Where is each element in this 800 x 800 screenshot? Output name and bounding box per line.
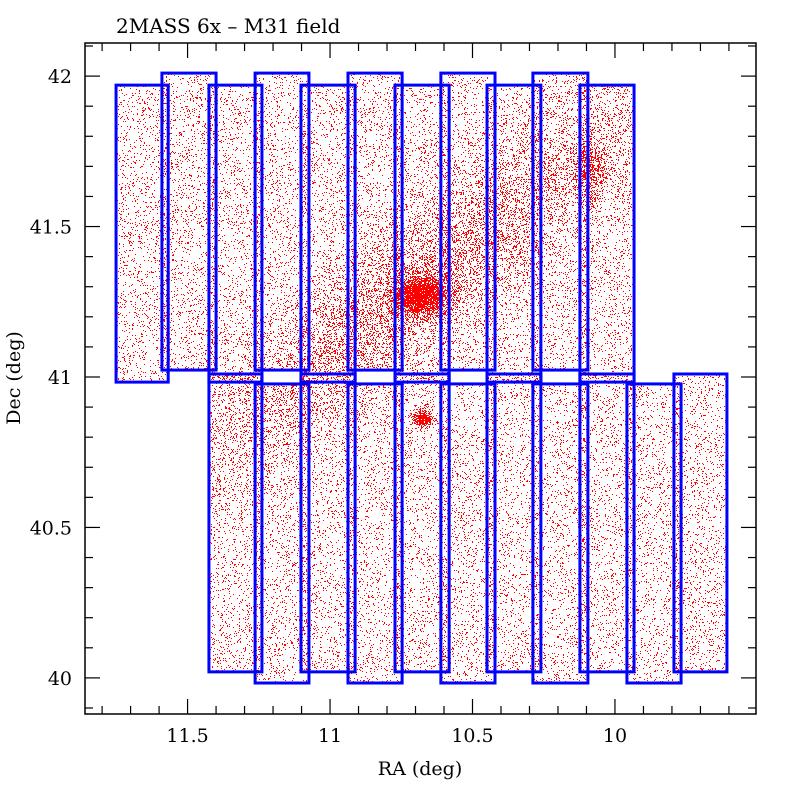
y-tick-label: 41.5: [30, 217, 72, 239]
x-tick-label: 10.5: [451, 725, 493, 747]
chart-title: 2MASS 6x – M31 field: [116, 14, 341, 38]
survey-tile-1: [114, 83, 170, 384]
point-batch-7: [116, 73, 728, 684]
y-tick-label: 40: [48, 668, 72, 690]
survey-tile-20: [578, 372, 636, 674]
x-tick-label: 11: [318, 725, 342, 747]
point-batch-9: [153, 75, 634, 546]
y-tick-label: 42: [48, 66, 72, 88]
survey-tile-21: [625, 382, 683, 685]
survey-tile-19: [531, 382, 590, 685]
survey-tile-16: [393, 372, 451, 674]
survey-tile-3: [207, 83, 264, 384]
survey-tile-2: [160, 71, 218, 372]
x-axis-label: RA (deg): [378, 758, 462, 780]
data-points: [116, 73, 728, 684]
point-batch-4: [116, 74, 727, 684]
survey-tile-5: [299, 83, 357, 384]
survey-tile-15: [346, 382, 404, 685]
x-tick-label: 10: [603, 725, 627, 747]
tick-labels: 11.5 11 10.5 10 40 40.5 41 41.5 42: [30, 66, 627, 747]
x-tick-label: 11.5: [166, 725, 208, 747]
survey-tile-7: [393, 83, 451, 384]
y-tick-label: 41: [48, 367, 72, 389]
survey-tile-13: [253, 382, 311, 685]
survey-tile-14: [299, 372, 357, 674]
survey-tile-22: [672, 372, 729, 674]
survey-tile-4: [253, 71, 311, 372]
survey-tile-10: [531, 71, 590, 372]
survey-tile-8: [439, 71, 497, 372]
survey-tile-9: [485, 83, 543, 384]
y-tick-label: 40.5: [30, 517, 72, 539]
plot-frame: [84, 42, 757, 715]
survey-tile-18: [485, 372, 543, 674]
point-batch-10: [186, 74, 635, 532]
survey-tile-11: [578, 83, 636, 384]
survey-tile-6: [346, 71, 404, 372]
survey-tile-12: [207, 372, 264, 674]
axis-ticks: [85, 43, 756, 714]
survey-tile-17: [439, 382, 497, 685]
y-axis-label: Dec (deg): [3, 331, 25, 425]
survey-tiles: [114, 71, 729, 685]
